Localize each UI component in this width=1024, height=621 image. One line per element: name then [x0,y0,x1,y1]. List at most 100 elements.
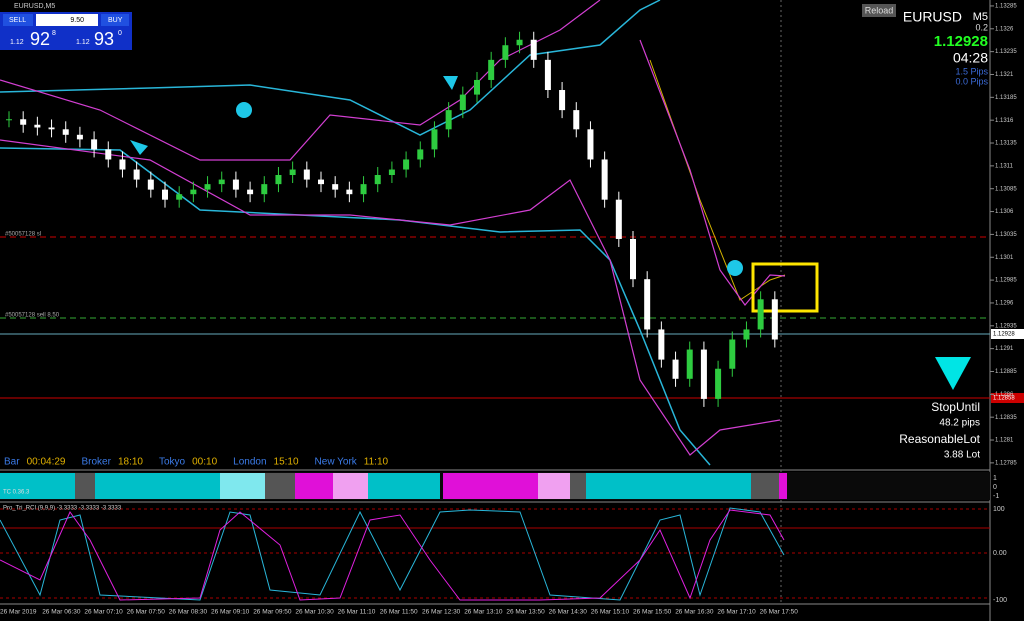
price-tick-label: 1.1311 [995,163,1014,169]
info-pips: 0.0 Pips [955,76,988,86]
price-tick-label: 1.1316 [995,118,1014,124]
candle [644,279,651,330]
candle [771,299,778,340]
strip-block [95,473,220,499]
buy-label[interactable]: BUY [108,17,123,24]
candle [247,189,254,195]
symbol-label: EURUSD,M5 [14,3,55,10]
stop-value: 48.2 pips [939,418,980,429]
time-label: 26 Mar 12:30 [422,609,461,616]
bid-main: 92 [30,29,50,49]
time-label: 26 Mar 2019 [0,609,37,616]
price-tick-label: 1.13185 [995,95,1017,101]
candle [119,159,126,170]
candle [417,149,424,160]
price-tick-label: 1.1321 [995,72,1014,78]
price-tick-label: 1.1326 [995,26,1014,32]
stop-title: StopUntil [931,400,980,414]
candle [502,45,509,60]
ask-sup: 0 [118,30,122,37]
band-upper [0,0,661,136]
session-time: 00:10 [192,457,217,468]
info-symbol: EURUSD [903,9,962,25]
price-tick-label: 1.1291 [995,346,1014,352]
candle [516,39,523,46]
strip-tick: -1 [993,493,999,500]
price-tick-label: 1.12885 [995,369,1017,375]
price-tick-label: 1.13135 [995,141,1017,147]
time-label: 26 Mar 15:50 [633,609,672,616]
price-tick-label: 1.12985 [995,278,1017,284]
sell-button[interactable] [3,14,33,26]
reload-label[interactable]: Reload [865,5,894,15]
candle [615,199,622,239]
time-label: 26 Mar 06:30 [42,609,81,616]
strip-label: TC 0.36.3 [3,490,30,496]
strip-block [0,473,75,499]
price-tick-label: 1.12835 [995,415,1017,421]
band-lower [0,147,711,466]
price-tick-label: 1.13235 [995,49,1017,55]
lot-value[interactable]: 9.50 [70,17,84,24]
time-label: 26 Mar 14:30 [549,609,588,616]
time-label: 26 Mar 11:50 [380,609,418,616]
reload-button[interactable] [862,4,896,17]
time-label: 26 Mar 17:50 [760,609,799,616]
time-label: 26 Mar 17:10 [717,609,756,616]
session-name: Bar [4,457,20,468]
highlight-box [751,262,819,313]
time-label: 26 Mar 13:10 [464,609,503,616]
candle [445,110,452,130]
candle [303,169,310,180]
candle [601,159,608,200]
strip-block [295,473,333,499]
signal-icon [236,102,252,118]
candle [289,169,296,176]
candle [275,175,282,185]
buy-button[interactable] [101,14,129,26]
candle [388,169,395,176]
info-countdown: 04:28 [953,50,988,66]
signals [130,76,743,276]
candle [743,329,750,340]
candle [318,179,324,185]
bid-sup: 8 [52,30,56,37]
info-spread: 0.2 [975,22,988,32]
candle [587,129,594,160]
session-name: Tokyo [159,457,186,468]
red-tag-label: 1.12858 [993,396,1015,402]
candle [218,179,225,185]
bid-tag [991,329,1024,339]
lot-value: 3.88 Lot [944,450,980,461]
candle [176,194,183,200]
info-price: 1.12928 [934,33,988,50]
candle [6,119,12,121]
candle [91,139,98,150]
order-label: #50057128 sell 8.50 [5,313,60,319]
rci-tick: 0.00 [993,550,1007,557]
price-tick-label: 1.13285 [995,4,1017,10]
time-label: 26 Mar 09:10 [211,609,250,616]
strip-block [586,473,751,499]
price-tick-label: 1.1306 [995,209,1014,215]
candle [147,179,154,190]
time-label: 26 Mar 08:30 [169,609,208,616]
strip-tick: 1 [993,475,997,482]
candle [261,184,268,195]
candle [474,79,480,95]
candle [34,124,41,128]
candle [48,127,55,130]
candle [232,179,239,190]
candle [346,189,353,195]
ask-prefix: 1.12 [76,39,90,46]
candle [715,368,722,399]
candle [729,339,736,369]
time-label: 26 Mar 13:50 [506,609,545,616]
lot-input[interactable] [36,14,98,26]
sell-label[interactable]: SELL [9,17,26,24]
bid-tag-label: 1.12928 [993,332,1015,338]
session-name: London [233,457,266,468]
candle [544,59,551,91]
strip-tick: 0 [993,484,997,491]
